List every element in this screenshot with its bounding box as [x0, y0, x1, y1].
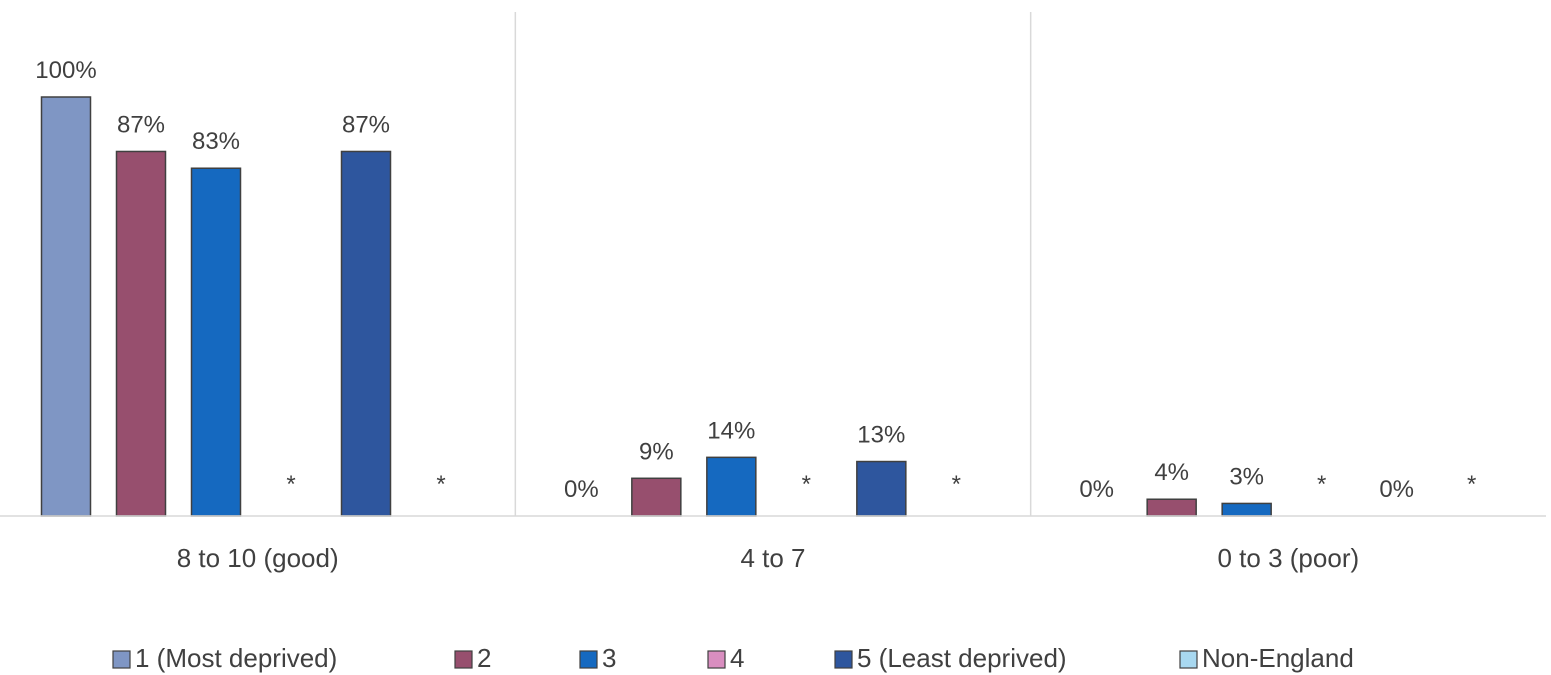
legend-swatch	[1179, 650, 1198, 669]
legend-swatch	[707, 650, 726, 669]
category-label: 4 to 7	[740, 543, 805, 573]
data-labels: 100% 87% 83% * 87% * 0% 9% 14% * 13% * 0% 4% 3% * 0% *	[35, 57, 1476, 503]
data-label: *	[286, 471, 295, 498]
bar	[1221, 502, 1272, 517]
legend-label: 3	[602, 643, 616, 673]
data-label: 4%	[1154, 459, 1189, 486]
legend-swatch	[834, 650, 853, 669]
category-dividers	[514, 12, 1032, 516]
data-label: *	[1467, 471, 1476, 498]
data-label: 9%	[639, 438, 674, 465]
legend: 1 (Most deprived) 2 3 4 5 (Least deprived) No…	[112, 643, 1354, 673]
bar	[340, 150, 392, 517]
legend-swatch	[112, 650, 131, 669]
data-label: *	[1317, 471, 1326, 498]
data-label: 13%	[857, 422, 905, 449]
bar	[1146, 498, 1197, 517]
legend-label: 1 (Most deprived)	[135, 643, 337, 673]
bar	[631, 477, 682, 517]
bar	[856, 460, 907, 517]
data-label: 0%	[1079, 476, 1114, 503]
bar	[115, 150, 167, 517]
legend-label: Non-England	[1202, 643, 1354, 673]
category-label: 0 to 3 (poor)	[1218, 543, 1360, 573]
category-labels: 8 to 10 (good) 4 to 7 0 to 3 (poor)	[177, 543, 1359, 573]
data-label: 83%	[192, 128, 240, 155]
data-label: *	[802, 471, 811, 498]
legend-item: 4	[707, 643, 744, 673]
data-label: 87%	[342, 111, 390, 138]
legend-item: Non-England	[1179, 643, 1354, 673]
category-label: 8 to 10 (good)	[177, 543, 339, 573]
bar	[190, 167, 242, 517]
data-label: *	[952, 471, 961, 498]
bars	[40, 96, 1272, 517]
data-label: 0%	[564, 476, 599, 503]
legend-item: 1 (Most deprived)	[112, 643, 337, 673]
bar	[706, 456, 757, 517]
legend-label: 4	[730, 643, 744, 673]
data-label: 14%	[707, 417, 755, 444]
data-label: *	[436, 471, 445, 498]
legend-item: 2	[454, 643, 491, 673]
legend-label: 2	[477, 643, 491, 673]
data-label: 87%	[117, 111, 165, 138]
data-label: 100%	[35, 57, 96, 84]
legend-item: 3	[579, 643, 616, 673]
bar	[40, 96, 92, 517]
legend-swatch	[579, 650, 598, 669]
legend-item: 5 (Least deprived)	[834, 643, 1067, 673]
data-label: 3%	[1229, 463, 1264, 490]
data-label: 0%	[1379, 476, 1414, 503]
legend-label: 5 (Least deprived)	[857, 643, 1067, 673]
legend-swatch	[454, 650, 473, 669]
